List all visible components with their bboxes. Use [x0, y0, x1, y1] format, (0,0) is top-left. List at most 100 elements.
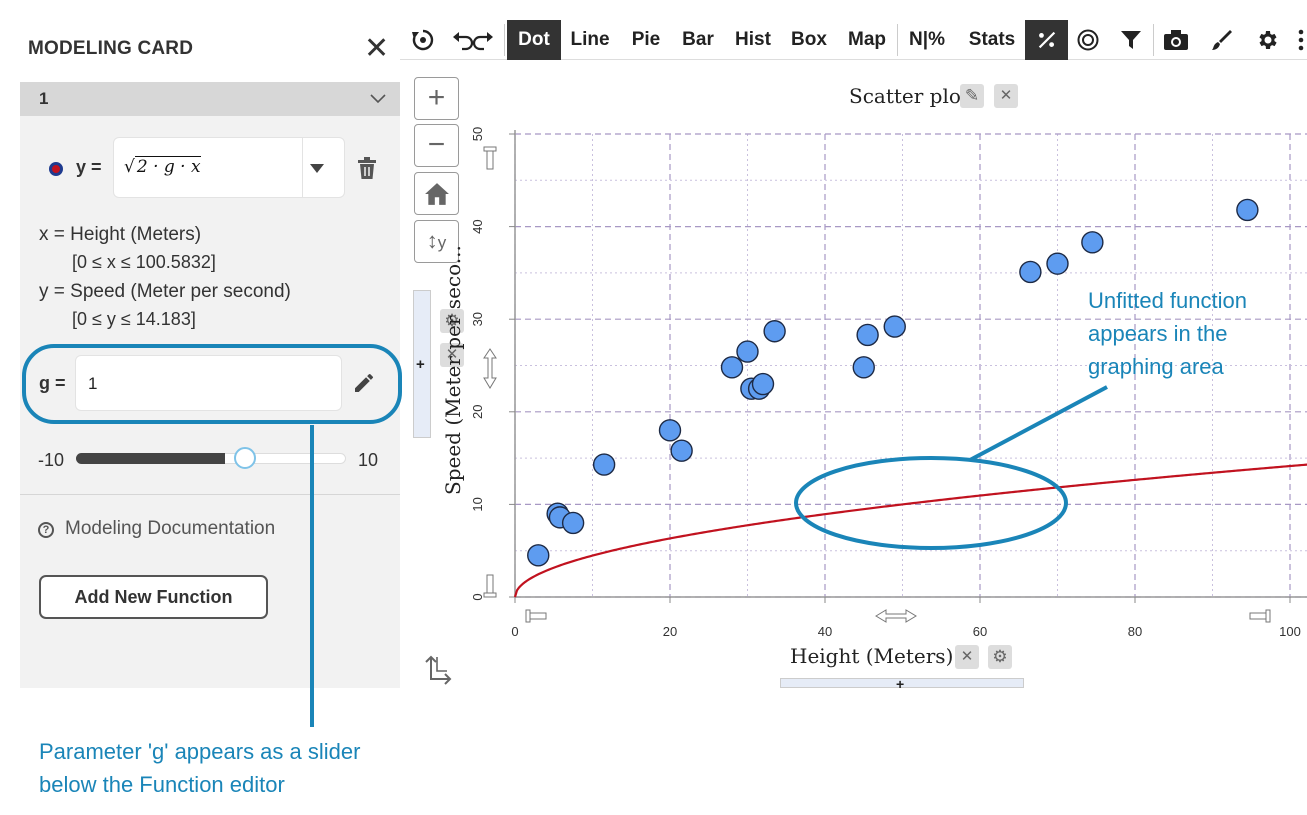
- help-icon[interactable]: ?: [38, 522, 54, 538]
- undo-redo-icon[interactable]: [452, 27, 494, 53]
- chevron-down-icon[interactable]: [368, 88, 388, 108]
- tab-box[interactable]: Box: [791, 29, 827, 50]
- data-point[interactable]: [561, 511, 585, 535]
- dropdown-caret-icon[interactable]: [310, 164, 324, 173]
- toolbar-separator: [1153, 24, 1154, 56]
- x-axis-title[interactable]: Height (Meters): [790, 644, 954, 668]
- home-icon: [424, 183, 449, 205]
- camera-icon[interactable]: [1163, 29, 1189, 51]
- x-axis-max-handle[interactable]: [1249, 612, 1269, 620]
- data-point[interactable]: [720, 356, 744, 379]
- target-icon[interactable]: [1076, 28, 1100, 52]
- close-icon[interactable]: ✕: [364, 32, 390, 65]
- y-tick-label: 40: [470, 219, 485, 233]
- data-point[interactable]: [592, 453, 616, 476]
- filter-icon[interactable]: [1120, 29, 1142, 51]
- editor-divider: [302, 138, 303, 197]
- more-icon[interactable]: [1297, 28, 1305, 52]
- slider-annotation-line: Parameter 'g' appears as a slider: [39, 739, 361, 764]
- tab-hist[interactable]: Hist: [735, 29, 771, 50]
- data-point[interactable]: [763, 320, 786, 343]
- card-number: 1: [39, 89, 49, 108]
- data-point[interactable]: [1081, 231, 1104, 254]
- swap-axes-icon[interactable]: [423, 653, 453, 685]
- data-point[interactable]: [670, 439, 693, 462]
- data-point[interactable]: [1019, 260, 1042, 284]
- vertical-arrow-icon: ↕: [426, 228, 438, 253]
- variable-y-text: y = Speed (Meter per second): [39, 281, 291, 302]
- function-curve[interactable]: [513, 463, 1307, 598]
- data-point[interactable]: [751, 372, 775, 396]
- data-point[interactable]: [1046, 252, 1069, 275]
- x-tick-label: 100: [1279, 624, 1301, 639]
- pencil-icon[interactable]: [352, 371, 376, 395]
- data-point[interactable]: [1236, 198, 1259, 222]
- y-axis-gear-icon[interactable]: ⚙: [440, 309, 464, 333]
- trash-icon[interactable]: [356, 156, 378, 180]
- data-point[interactable]: [883, 315, 906, 338]
- axes: 0 20 40 60 80 100 0 10 20 30 40 50: [470, 127, 1307, 639]
- y-axis-max-handle-cap[interactable]: [483, 146, 497, 152]
- title-remove-icon[interactable]: ✕: [994, 84, 1018, 108]
- panel-title: MODELING CARD: [28, 38, 194, 59]
- plus-icon[interactable]: +: [416, 356, 425, 373]
- parameter-input[interactable]: 1: [75, 355, 342, 411]
- y-axis-drop-zone[interactable]: [413, 290, 431, 438]
- slider-max-label: 10: [358, 450, 379, 470]
- tab-line[interactable]: Line: [570, 29, 610, 50]
- x-axis-pan-handle[interactable]: [875, 609, 917, 623]
- function-color-dot[interactable]: [49, 162, 63, 176]
- function-card-header[interactable]: 1: [20, 82, 400, 116]
- function-editor[interactable]: √ 2 · g · x: [113, 137, 345, 198]
- tab-stats[interactable]: Stats: [968, 29, 1016, 50]
- data-point[interactable]: [658, 419, 682, 442]
- modeling-card-panel: MODELING CARD ✕ 1 y = √ 2 · g · x x = Hei…: [20, 20, 400, 688]
- parameter-slider-fill: [76, 453, 225, 464]
- data-point[interactable]: [856, 323, 879, 347]
- x-axis-min-handle[interactable]: [527, 612, 547, 620]
- x-axis-remove-icon[interactable]: ✕: [955, 645, 979, 669]
- data-points[interactable]: [527, 198, 1259, 567]
- y-axis-button-label: y: [437, 233, 447, 252]
- plus-icon[interactable]: +: [896, 676, 905, 692]
- y-axis-min-handle[interactable]: [486, 574, 494, 596]
- tab-pie[interactable]: Pie: [631, 29, 661, 50]
- title-pencil-icon[interactable]: ✎: [960, 84, 984, 108]
- panel-divider: [20, 494, 400, 495]
- add-new-function-button[interactable]: Add New Function: [39, 575, 268, 619]
- model-toggle-button[interactable]: [1025, 20, 1068, 60]
- pointer-line: [969, 385, 1108, 462]
- gear-icon[interactable]: [1255, 28, 1279, 52]
- toolbar-separator: [897, 24, 898, 56]
- y-axis-rescale-button[interactable]: ↕y: [414, 220, 459, 263]
- tab-map[interactable]: Map: [848, 29, 886, 50]
- tab-bar[interactable]: Bar: [682, 29, 714, 50]
- plot-annotation-line: graphing area: [1088, 354, 1224, 379]
- x-axis-min-handle-cap[interactable]: [525, 609, 531, 623]
- highlight-rounded-box: [22, 344, 402, 424]
- home-button[interactable]: [414, 172, 459, 215]
- brush-icon[interactable]: [1210, 28, 1234, 52]
- parameter-slider-thumb[interactable]: [233, 447, 256, 469]
- x-axis-max-handle-cap[interactable]: [1265, 609, 1271, 623]
- tab-dot[interactable]: Dot: [507, 20, 561, 60]
- y-axis-min-handle-cap[interactable]: [483, 592, 497, 598]
- data-point[interactable]: [852, 356, 875, 379]
- function-expression[interactable]: √ 2 · g · x: [124, 156, 201, 177]
- zoom-out-button[interactable]: −: [414, 124, 459, 167]
- data-point[interactable]: [527, 544, 550, 567]
- modeling-documentation-link[interactable]: Modeling Documentation: [65, 518, 276, 539]
- x-tick-label: 80: [1128, 624, 1142, 639]
- y-axis-max-handle[interactable]: [486, 148, 494, 170]
- x-axis-drop-zone[interactable]: [780, 678, 1024, 688]
- refresh-icon[interactable]: [410, 27, 436, 53]
- data-point[interactable]: [736, 340, 759, 363]
- y-axis-remove-icon[interactable]: ✕: [440, 343, 464, 367]
- zoom-in-button[interactable]: +: [414, 77, 459, 120]
- y-axis-pan-handle[interactable]: [483, 348, 497, 389]
- x-tick-label: 40: [818, 624, 832, 639]
- plot-title[interactable]: Scatter plot: [849, 84, 969, 108]
- tab-count-percent[interactable]: N|%: [909, 29, 945, 50]
- x-axis-gear-icon[interactable]: ⚙: [988, 645, 1012, 669]
